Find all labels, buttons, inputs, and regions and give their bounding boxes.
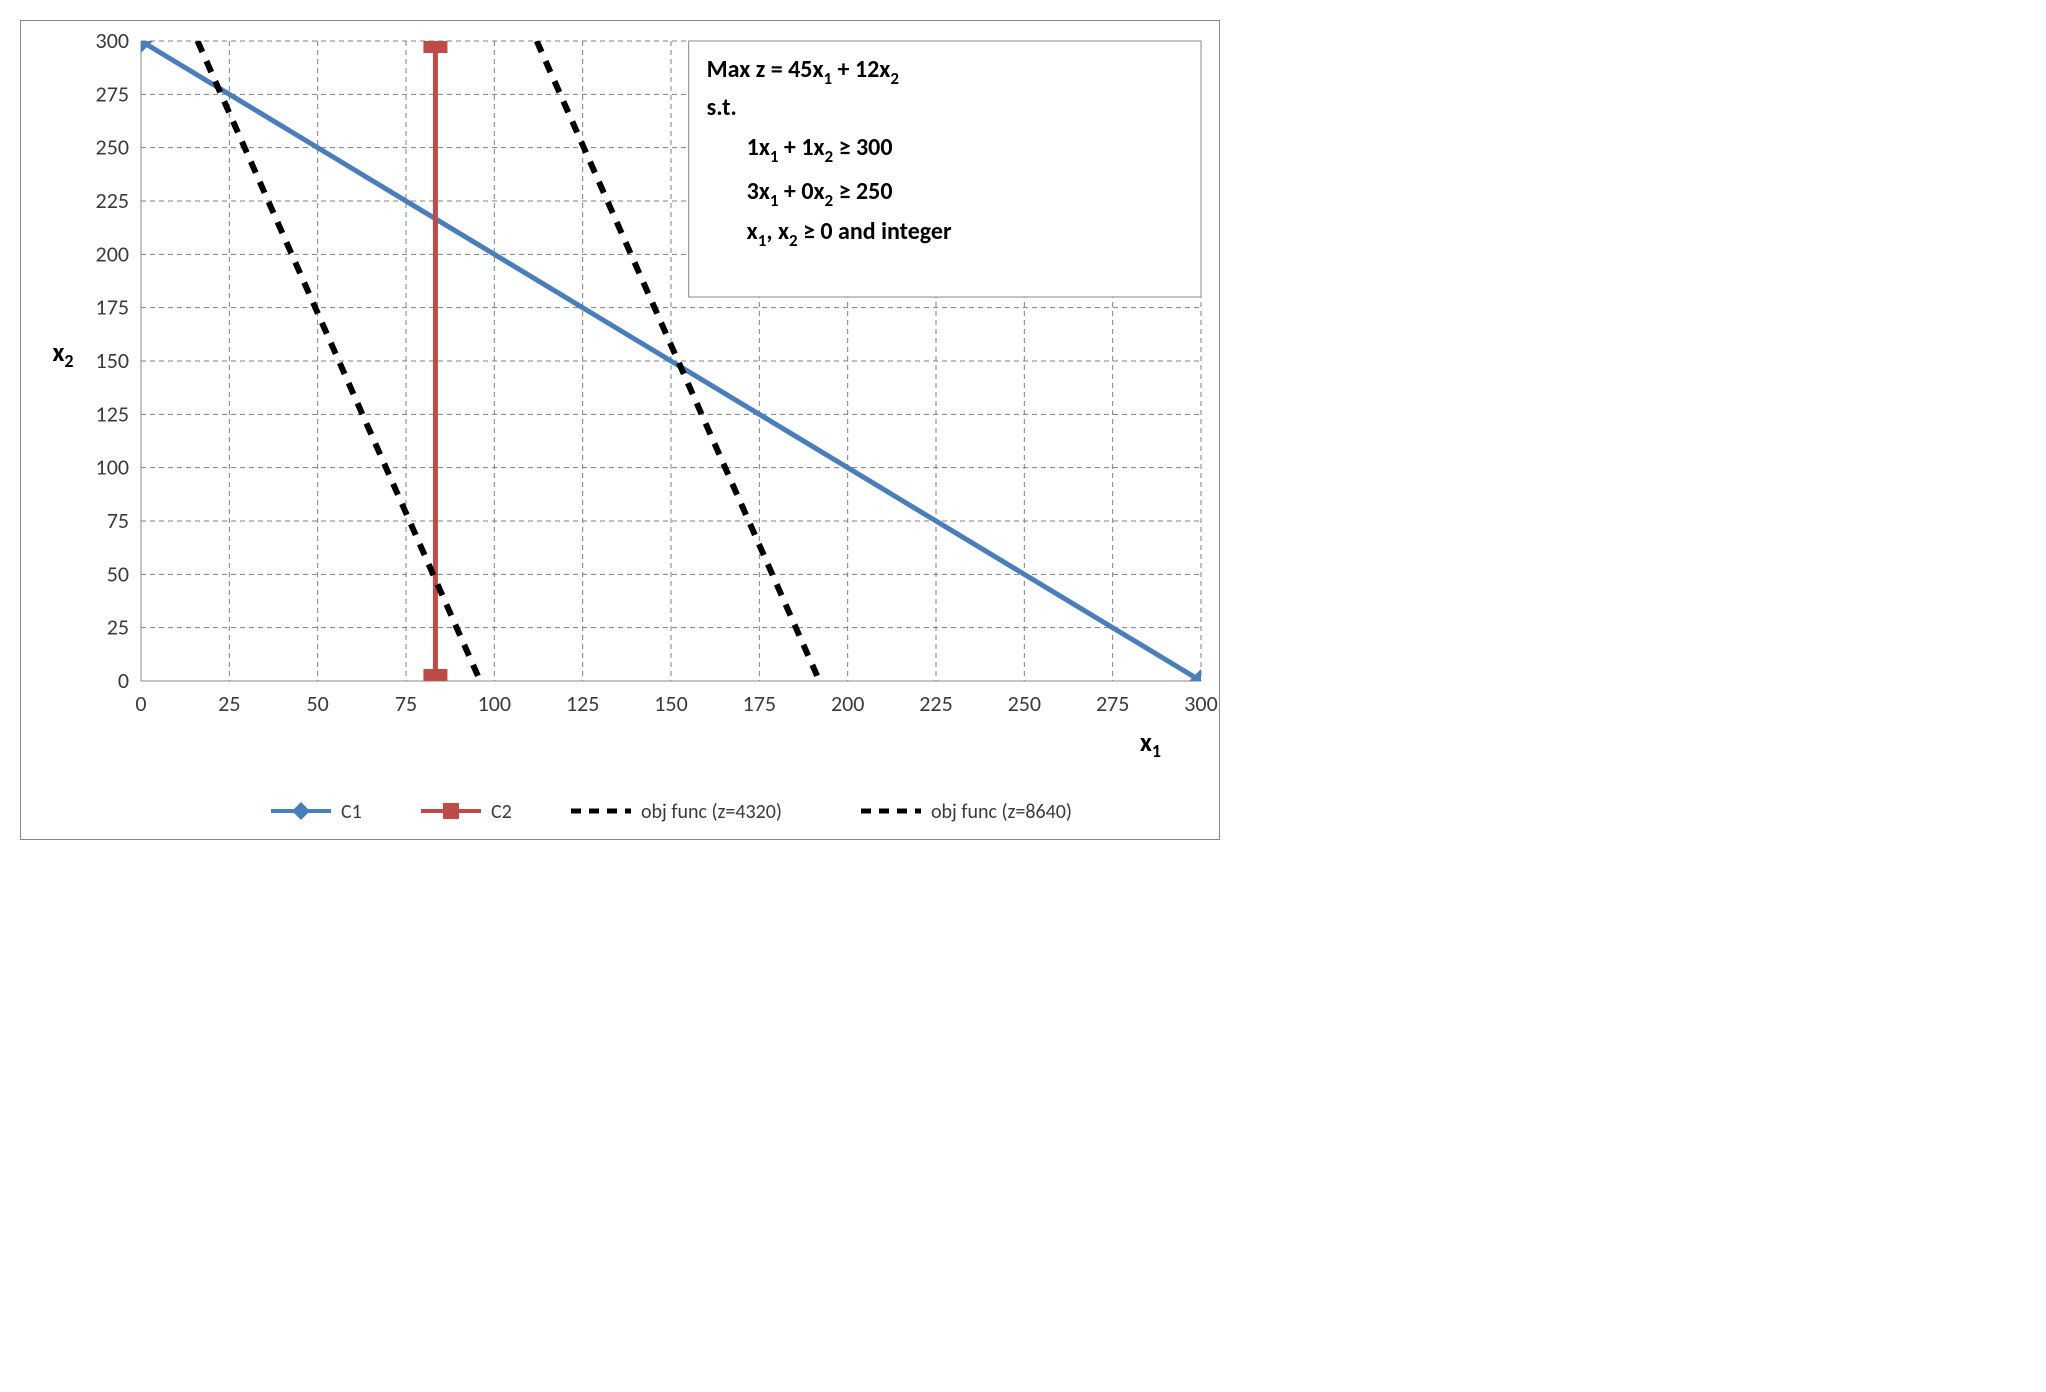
legend-diamond-icon [292,802,310,820]
legend-square-icon [443,803,459,819]
y-tick-label: 125 [96,400,129,427]
square-marker [423,669,447,693]
legend-c1: C1 [341,800,362,824]
y-tick-label: 100 [96,454,129,481]
lp-chart: 0 25 50 75 100 125 150 175 200 225 250 275 300 0 25 50 7… [20,20,1220,840]
x-axis-label: x1 [1140,726,1161,762]
annotation-line: Max z = 45x1 + 12x2 [707,55,900,89]
y-tick-label: 300 [96,27,129,54]
x-tick-label: 275 [1096,690,1129,717]
x-tick-label: 50 [307,690,329,717]
y-axis-label: x2 [52,336,73,372]
y-tick-label: 0 [118,667,129,694]
x-tick-label: 25 [218,690,240,717]
annotation-line: x1, x2 ≥ 0 and integer [747,217,952,251]
y-tick-label: 50 [107,560,129,587]
legend-obj2: obj func (z=8640) [931,800,1072,824]
annotation-line: s.t. [707,93,737,122]
y-tick-label: 75 [107,507,129,534]
x-tick-label: 0 [135,690,146,717]
diamond-marker [129,29,153,53]
chart-svg: 0 25 50 75 100 125 150 175 200 225 250 275 300 0 25 50 7… [21,21,1221,841]
x-tick-label: 200 [831,690,864,717]
legend-c2: C2 [491,800,512,824]
y-tick-label: 150 [96,347,129,374]
y-tick-label: 225 [96,187,129,214]
x-tick-label: 250 [1008,690,1041,717]
legend-obj1: obj func (z=4320) [641,800,782,824]
x-tick-label: 175 [743,690,776,717]
y-tick-label: 175 [96,294,129,321]
y-tick-label: 250 [96,134,129,161]
x-tick-label: 300 [1184,690,1217,717]
square-marker [423,29,447,53]
x-tick-label: 125 [566,690,599,717]
x-tick-label: 100 [478,690,511,717]
annotation-line: 3x1 + 0x2 ≥ 250 [747,177,893,211]
x-tick-label: 225 [919,690,952,717]
x-tick-label: 150 [654,690,687,717]
annotation-line: 1x1 + 1x2 ≥ 300 [747,133,893,167]
y-tick-label: 200 [96,240,129,267]
y-tick-label: 25 [107,614,129,641]
x-tick-label: 75 [395,690,417,717]
y-tick-label: 275 [96,80,129,107]
